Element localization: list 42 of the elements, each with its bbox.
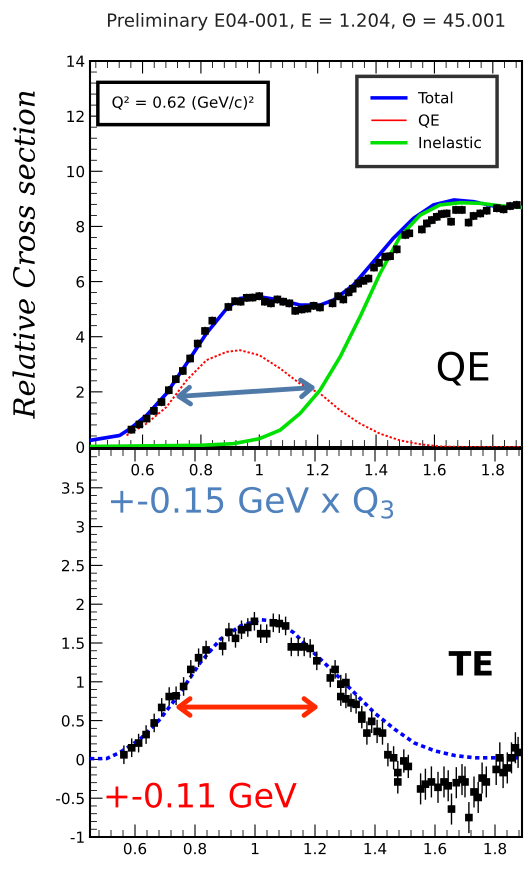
x-tick-label: 1.4 <box>364 843 386 854</box>
x-tick-label: 0.6 <box>124 842 146 854</box>
annotation: Q² = 0.62 (GeV/c)² <box>112 96 254 110</box>
y-tick-label: 0.5 <box>62 715 84 727</box>
y-tick-label: 8 <box>76 220 84 232</box>
x-tick-label: 1 <box>252 843 258 854</box>
x-tick-label: 1.6 <box>424 464 446 476</box>
x-tick-label: 1.8 <box>484 842 506 854</box>
annotation: TE <box>448 651 492 676</box>
x-tick-label: 1.2 <box>304 842 326 854</box>
x-tick-label: 1.2 <box>307 464 328 476</box>
annotation: QE <box>438 352 488 386</box>
annotation: +-0.11 GeV <box>106 782 297 808</box>
x-tick-label: 0.8 <box>190 464 212 476</box>
x-tick-label: 1.6 <box>424 842 446 854</box>
legend-label: Inelastic <box>420 136 481 148</box>
annotation: +-0.15 GeV x Q$_{3}$ <box>110 486 394 519</box>
y-tick-label: 1 <box>77 676 84 688</box>
legend-label: QE <box>418 114 439 128</box>
y-tick-label: -1 <box>70 832 84 843</box>
y-tick-label: 0 <box>76 441 84 454</box>
y-tick-label: 12 <box>67 110 84 122</box>
x-tick-label: 0.6 <box>131 464 154 476</box>
y-tick-label: 10 <box>67 166 84 178</box>
x-tick-label: 1 <box>256 464 263 476</box>
y-tick-label: 2 <box>76 598 84 610</box>
y-tick-label: 2 <box>76 386 84 398</box>
x-tick-label: 1.4 <box>366 464 388 476</box>
y-tick-label: 4 <box>76 331 84 343</box>
y-tick-label: 2.5 <box>62 560 84 572</box>
y-tick-label: 6 <box>76 276 84 288</box>
chart-title: Preliminary E04-001, E = 1.204, Θ = 45.001 <box>108 12 504 30</box>
y-tick-label: 3.5 <box>62 482 84 494</box>
x-tick-label: 0.8 <box>184 842 206 854</box>
y-tick-label: 0 <box>76 754 84 766</box>
legend-label: Total <box>418 92 452 104</box>
x-tick-label: 1.8 <box>482 464 504 476</box>
y-tick-label: -0.5 <box>56 792 84 804</box>
y-axis-title: Relative Cross section <box>12 92 36 419</box>
y-tick-label: 3 <box>76 521 84 533</box>
y-tick-label: 14 <box>67 56 84 67</box>
y-tick-label: 1.5 <box>62 638 84 650</box>
